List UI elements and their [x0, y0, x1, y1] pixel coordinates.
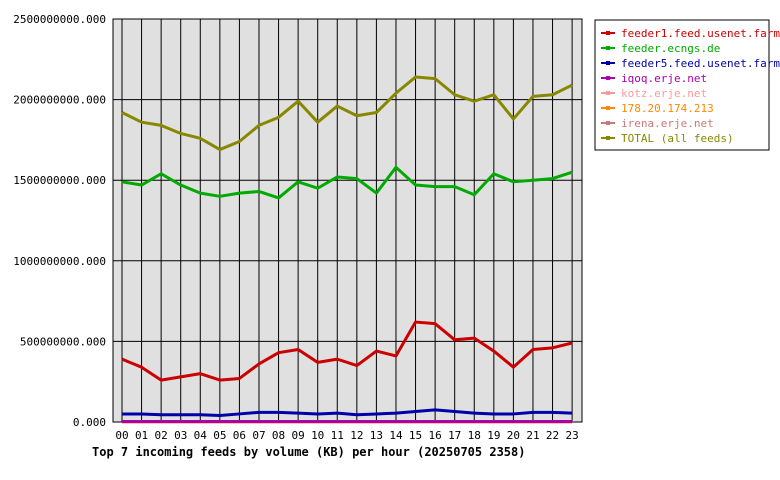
legend-marker	[606, 46, 610, 50]
x-tick-label: 04	[194, 429, 208, 442]
legend-marker	[606, 76, 610, 80]
series-layer	[121, 75, 573, 424]
x-tick-label: 06	[233, 429, 246, 442]
legend-item: iqoq.erje.net	[601, 72, 707, 85]
x-tick-label: 02	[155, 429, 168, 442]
y-tick-label: 2500000000.000	[13, 13, 106, 26]
legend-marker	[606, 31, 610, 35]
x-tick-label: 08	[272, 429, 285, 442]
legend-box	[594, 19, 770, 151]
plot-background	[113, 19, 582, 422]
x-tick-label: 17	[448, 429, 461, 442]
legend-item: 178.20.174.213	[601, 102, 714, 115]
legend-item: feeder5.feed.usenet.farm	[601, 57, 780, 70]
legend-item: irena.erje.net	[601, 117, 714, 130]
x-tick-label: 23	[565, 429, 578, 442]
legend-label: TOTAL (all feeds)	[621, 132, 734, 145]
y-tick-label: 2000000000.000	[13, 94, 106, 107]
legend-label: 178.20.174.213	[621, 102, 714, 115]
x-tick-label: 18	[468, 429, 481, 442]
x-tick-label: 01	[135, 429, 148, 442]
x-tick-label: 09	[292, 429, 305, 442]
legend-label: feeder.ecngs.de	[621, 42, 720, 55]
series-line-feeder-ecngs-de	[121, 165, 573, 200]
legend-item: feeder1.feed.usenet.farm	[601, 27, 780, 40]
y-tick-label: 500000000.000	[20, 335, 106, 348]
legend-item: TOTAL (all feeds)	[601, 132, 734, 145]
x-tick-label: 07	[252, 429, 265, 442]
x-tick-label: 15	[409, 429, 422, 442]
legend-label: feeder1.feed.usenet.farm	[621, 27, 780, 40]
x-tick-label: 03	[174, 429, 187, 442]
legend-item: kotz.erje.net	[601, 87, 707, 100]
legend-label: iqoq.erje.net	[621, 72, 707, 85]
legend-label: irena.erje.net	[621, 117, 714, 130]
series-line-feeder5-feed-usenet-farm	[122, 408, 573, 418]
x-tick-label: 14	[389, 429, 403, 442]
legend: feeder1.feed.usenet.farm feeder.ecngs.de f…	[594, 19, 780, 151]
legend-item: feeder.ecngs.de	[601, 42, 720, 55]
x-axis-ticks: 00 01 02 03 04 05 06 07 08 09 10 11 12 13 14 15 16 17 18 19…	[115, 429, 578, 442]
x-tick-label: 10	[311, 429, 324, 442]
series-line-total-all-feeds-	[121, 75, 573, 152]
x-tick-label: 22	[546, 429, 559, 442]
legend-label: feeder5.feed.usenet.farm	[621, 57, 780, 70]
vertical-grid	[121, 19, 573, 422]
legend-marker	[606, 61, 610, 65]
series-line-feeder1-feed-usenet-farm	[121, 320, 573, 382]
x-tick-label: 19	[487, 429, 500, 442]
x-tick-label: 20	[507, 429, 520, 442]
legend-marker	[606, 106, 610, 110]
y-tick-label: 1000000000.000	[13, 255, 106, 268]
legend-label: kotz.erje.net	[621, 87, 707, 100]
y-tick-label: 0.000	[73, 416, 106, 429]
x-tick-label: 00	[115, 429, 128, 442]
y-tick-label: 1500000000.000	[13, 174, 106, 187]
y-axis-ticks: 0.000 500000000.000 1000000000.000 15000000…	[13, 13, 106, 429]
x-tick-label: 05	[213, 429, 226, 442]
legend-marker	[606, 136, 610, 140]
legend-items: feeder1.feed.usenet.farm feeder.ecngs.de f…	[601, 27, 780, 145]
horizontal-grid	[113, 99, 582, 342]
x-tick-label: 12	[350, 429, 363, 442]
x-tick-label: 16	[428, 429, 441, 442]
legend-marker	[606, 91, 610, 95]
x-tick-label: 11	[331, 429, 344, 442]
x-tick-label: 21	[526, 429, 539, 442]
legend-marker	[606, 121, 610, 125]
x-tick-label: 13	[370, 429, 383, 442]
chart-title: Top 7 incoming feeds by volume (KB) per …	[92, 445, 525, 459]
